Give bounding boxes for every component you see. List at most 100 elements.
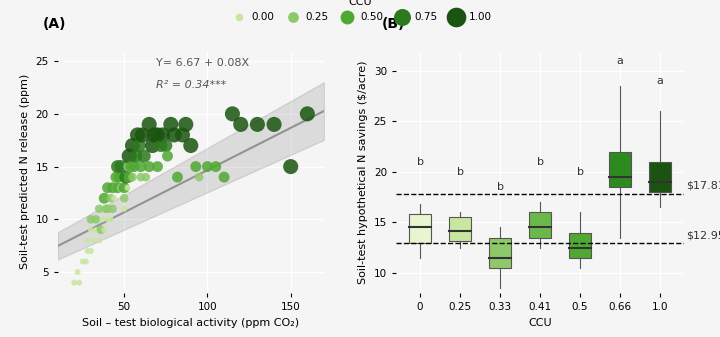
Point [123, 175, 135, 180]
Text: Y= 6.67 + 0.08X: Y= 6.67 + 0.08X [156, 58, 249, 68]
Point [89, 238, 100, 243]
Point [114, 175, 125, 180]
X-axis label: Soil – test biological activity (ppm CO₂): Soil – test biological activity (ppm CO₂… [82, 318, 300, 328]
Point [125, 164, 137, 169]
Point [85, 227, 96, 233]
Point [185, 143, 197, 148]
Point [102, 206, 113, 212]
Point [112, 185, 123, 190]
Point [227, 111, 238, 117]
Point [132, 132, 143, 137]
Point [190, 164, 202, 169]
Point [143, 164, 155, 169]
Point [285, 164, 297, 169]
Point [120, 175, 132, 180]
FancyBboxPatch shape [409, 214, 431, 243]
Point [110, 175, 122, 180]
FancyBboxPatch shape [449, 217, 471, 241]
Point [80, 259, 91, 264]
Point [172, 175, 183, 180]
Point [137, 132, 148, 137]
Y-axis label: Soil-test hypothetical N savings ($/acre): Soil-test hypothetical N savings ($/acre… [358, 60, 368, 284]
Point [202, 164, 213, 169]
Point [85, 217, 96, 222]
Point [94, 238, 105, 243]
Point [155, 143, 166, 148]
Point [68, 280, 80, 285]
Point [115, 185, 127, 190]
Point [152, 132, 163, 137]
Point [218, 175, 230, 180]
Point [122, 185, 133, 190]
Point [100, 206, 112, 212]
Point [95, 227, 107, 233]
Point [138, 153, 150, 159]
Point [73, 280, 85, 285]
Point [85, 248, 96, 254]
Point [176, 132, 188, 137]
Point [127, 143, 138, 148]
Point [128, 164, 140, 169]
Point [269, 122, 280, 127]
Point [130, 153, 142, 159]
Point [133, 143, 145, 148]
FancyBboxPatch shape [569, 233, 591, 258]
Point [252, 122, 264, 127]
Text: b: b [456, 167, 464, 177]
Text: b: b [416, 157, 423, 167]
Point [194, 175, 205, 180]
Point [122, 164, 133, 169]
Point [96, 217, 108, 222]
Point [118, 185, 130, 190]
FancyBboxPatch shape [529, 212, 551, 238]
Point [168, 132, 180, 137]
Text: b: b [577, 167, 583, 177]
Point [109, 195, 120, 201]
Point [302, 111, 313, 117]
Point [118, 195, 130, 201]
Text: R² = 0.34***: R² = 0.34*** [156, 80, 227, 90]
Point [127, 175, 138, 180]
Point [82, 238, 94, 243]
FancyBboxPatch shape [649, 162, 671, 192]
Point [147, 143, 158, 148]
Legend: 0.00, 0.25, 0.50, 0.75, 1.00: 0.00, 0.25, 0.50, 0.75, 1.00 [226, 0, 494, 25]
Text: b: b [497, 182, 503, 192]
Point [123, 153, 135, 159]
Point [210, 164, 222, 169]
Point [180, 122, 192, 127]
Text: $17.81/acre: $17.81/acre [686, 181, 720, 191]
Point [107, 206, 118, 212]
Point [77, 259, 89, 264]
Point [152, 164, 163, 169]
Point [118, 206, 130, 212]
Text: a: a [657, 76, 663, 86]
Point [90, 227, 102, 233]
Point [107, 185, 118, 190]
Text: (B): (B) [382, 17, 405, 31]
Point [148, 132, 160, 137]
Point [94, 206, 105, 212]
Point [135, 175, 147, 180]
Text: $12.95/acre: $12.95/acre [686, 230, 720, 240]
Point [162, 153, 174, 159]
Point [110, 185, 122, 190]
Point [82, 248, 94, 254]
FancyBboxPatch shape [489, 238, 511, 268]
Point [157, 132, 168, 137]
Point [99, 195, 110, 201]
Text: b: b [536, 157, 544, 167]
X-axis label: CCU: CCU [528, 318, 552, 328]
Point [140, 175, 152, 180]
Point [105, 217, 117, 222]
Point [235, 122, 246, 127]
Point [143, 122, 155, 127]
Point [105, 195, 117, 201]
Text: (A): (A) [43, 17, 67, 31]
FancyBboxPatch shape [609, 152, 631, 187]
Point [160, 143, 171, 148]
Point [135, 164, 147, 169]
Point [99, 227, 110, 233]
Text: a: a [616, 56, 624, 66]
Point [72, 269, 84, 275]
